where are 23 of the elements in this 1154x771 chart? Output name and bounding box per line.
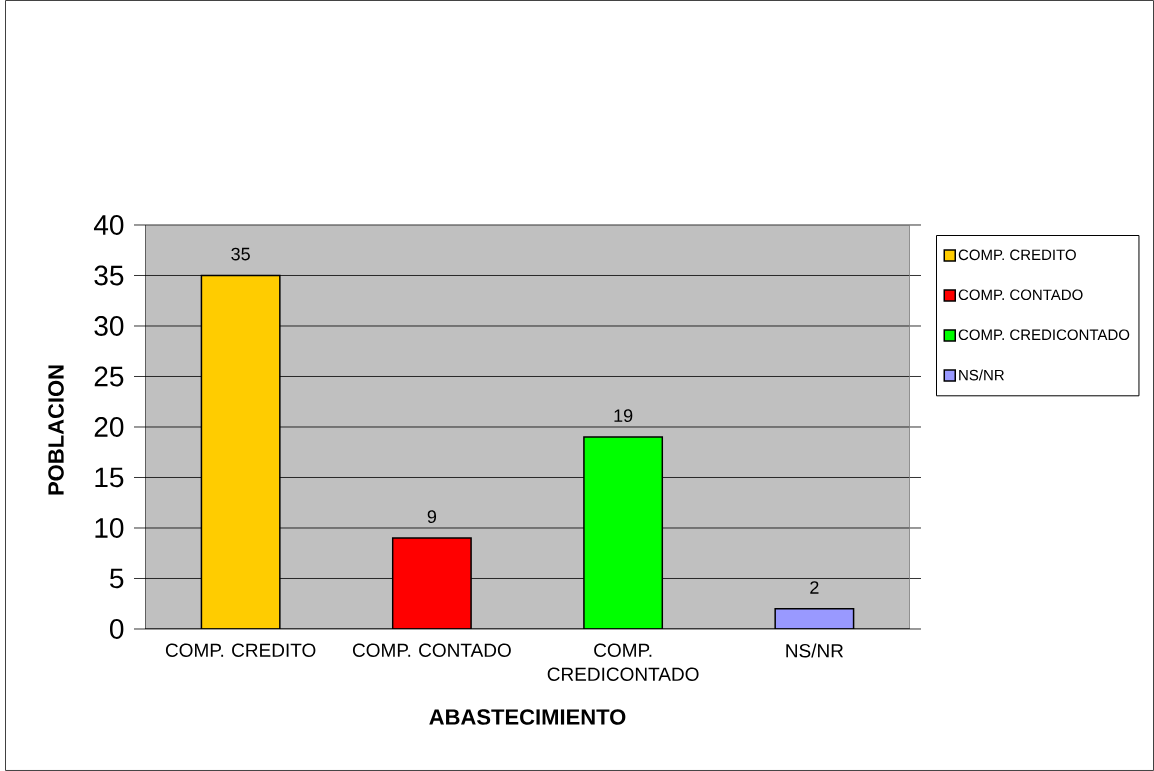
x-tick-label: NS/NR: [786, 643, 844, 658]
y-tick-label: 35: [94, 265, 124, 286]
y-tick-label: 30: [94, 316, 124, 336]
y-tick-label: 0: [110, 619, 124, 639]
data-label: 19: [614, 409, 633, 422]
y-axis-title: POBLACION: [48, 365, 64, 495]
legend-label: COMP. CREDICONTADO: [958, 329, 1130, 341]
x-tick-label: COMP. CREDITO: [165, 643, 316, 657]
legend-label: COMP. CREDITO: [958, 249, 1076, 261]
x-axis-title: ABASTECIMIENTO: [429, 709, 626, 725]
y-tick-label: 10: [95, 518, 124, 538]
legend-label: NS/NR: [959, 369, 1004, 381]
y-tick-label: 40: [93, 215, 124, 235]
data-label: 2: [810, 581, 819, 594]
x-tick-label: COMP. CONTADO: [352, 643, 511, 657]
x-tick-label: COMP. CREDICONTADO: [547, 643, 699, 681]
data-label: 35: [231, 247, 250, 261]
y-tick-label: 20: [94, 417, 124, 437]
y-tick-label: 5: [110, 568, 124, 589]
legend-label: COMP. CONTADO: [958, 289, 1083, 301]
y-tick-label: 15: [95, 467, 124, 488]
data-label: 9: [427, 510, 437, 523]
y-tick-label: 25: [94, 366, 124, 387]
